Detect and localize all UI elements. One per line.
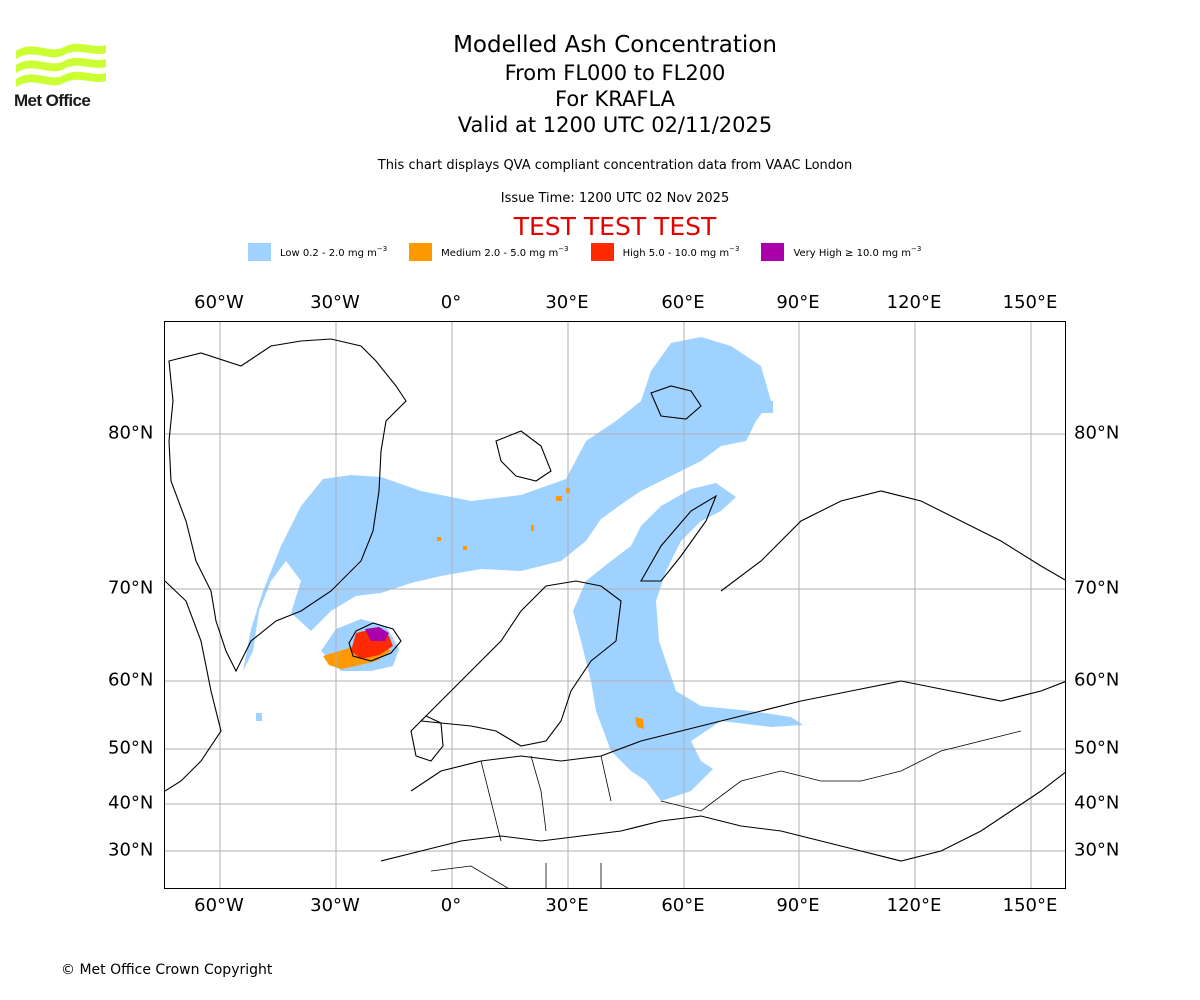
ash-concentration-map[interactable] [164,321,1066,889]
lon-label: 30°W [310,895,360,916]
map-canvas [165,322,1065,888]
lat-label: 40°N [1074,792,1120,814]
chart-header: Modelled Ash Concentration From FL000 to… [0,30,1200,138]
legend: Low 0.2 - 2.0 mg m−3 Medium 2.0 - 5.0 mg… [248,243,943,261]
lon-label: 0° [440,895,462,916]
met-office-logo-icon [16,43,106,87]
coastlines [165,338,1065,862]
lon-label: 60°E [661,895,705,916]
legend-item-medium: Medium 2.0 - 5.0 mg m−3 [409,243,569,261]
ash-low-region [243,337,803,801]
lon-label: 60°W [194,895,244,916]
logo-text: Met Office [14,91,91,110]
legend-item-low: Low 0.2 - 2.0 mg m−3 [248,243,387,261]
level-range: From FL000 to FL200 [504,61,726,85]
lat-label: 50°N [108,737,154,759]
lon-label: 90°E [776,292,820,313]
legend-item-high: High 5.0 - 10.0 mg m−3 [590,243,739,261]
lat-label: 40°N [108,792,154,814]
chart-description: This chart displays QVA compliant concen… [377,158,853,173]
lat-label: 60°N [1074,669,1120,691]
volcano-name: For KRAFLA [555,87,675,111]
legend-item-very-high: Very High ≥ 10.0 mg m−3 [761,243,921,261]
lon-label: 60°W [194,292,244,313]
copyright-notice: © Met Office Crown Copyright [61,962,273,978]
valid-time: Valid at 1200 UTC 02/11/2025 [457,113,773,137]
test-banner: TEST TEST TEST [513,212,717,241]
country-borders [430,730,1022,888]
lon-label: 150°E [1002,292,1058,313]
legend-swatch-medium [409,243,433,261]
ash-very-high-region [365,627,389,641]
legend-swatch-low [248,243,271,261]
legend-swatch-very-high [761,243,785,261]
chart-title: Modelled Ash Concentration [453,32,777,58]
map-gridlines [165,322,1065,888]
lon-label: 0° [440,292,462,313]
issue-time: Issue Time: 1200 UTC 02 Nov 2025 [500,191,730,206]
lat-label: 70°N [1074,577,1120,599]
lat-label: 70°N [108,577,154,599]
lon-label: 60°E [661,292,705,313]
lat-label: 30°N [108,839,154,861]
legend-swatch-high [590,243,614,261]
lat-label: 80°N [1074,422,1120,444]
lon-label: 120°E [886,292,942,313]
lat-label: 50°N [1074,737,1120,759]
lat-label: 30°N [1074,839,1120,861]
lon-label: 30°W [310,292,360,313]
lon-label: 30°E [545,895,589,916]
lon-label: 90°E [776,895,820,916]
lon-label: 150°E [1002,895,1058,916]
lon-label: 30°E [545,292,589,313]
lat-label: 80°N [108,422,154,444]
lon-label: 120°E [886,895,942,916]
lat-label: 60°N [108,669,154,691]
